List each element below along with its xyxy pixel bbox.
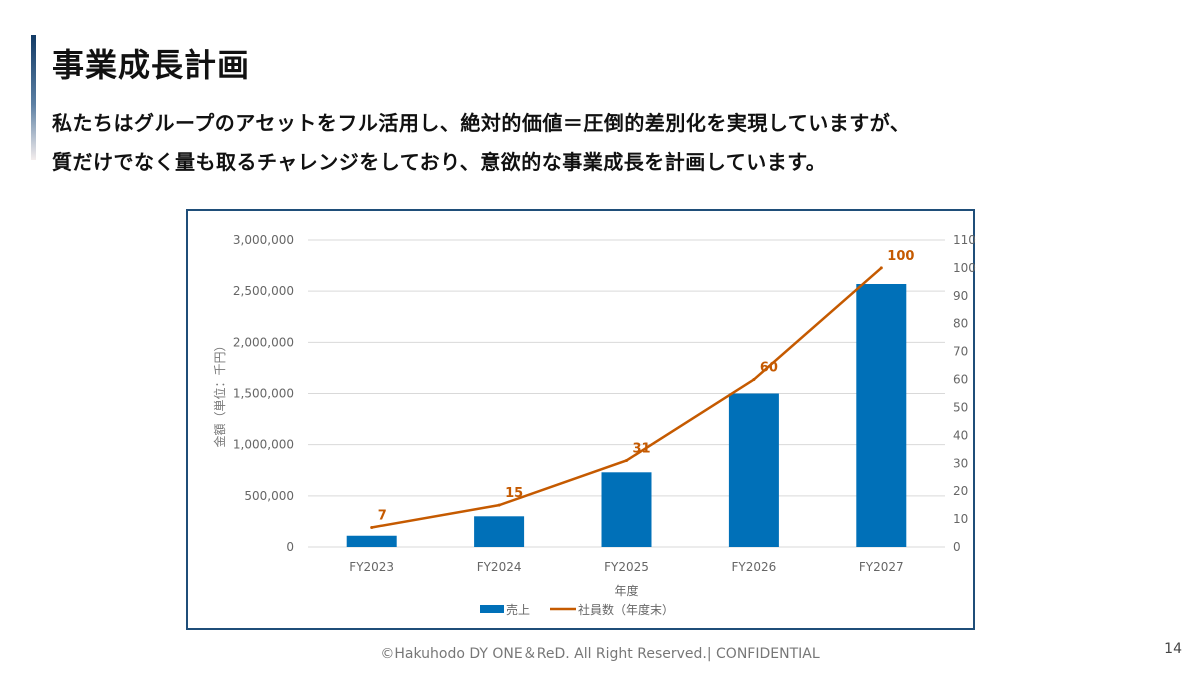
bar-fy2027 bbox=[856, 284, 907, 547]
subtitle-line-2: 質だけでなく量も取るチャレンジをしており、意欲的な事業成長を計画しています。 bbox=[52, 150, 827, 174]
y2-tick-label: 100 bbox=[953, 261, 976, 275]
y-tick-label: 2,000,000 bbox=[233, 335, 294, 349]
subtitle-line-1: 私たちはグループのアセットをフル活用し、絶対的価値＝圧倒的差別化を実現しています… bbox=[52, 111, 911, 135]
y-axis-title: 金額（単位：千円） bbox=[212, 339, 227, 447]
y-tick-label: 2,500,000 bbox=[233, 284, 294, 298]
y-tick-label: 500,000 bbox=[244, 489, 294, 503]
title-accent-bar bbox=[31, 35, 36, 160]
legend-label-employees: 社員数（年度末） bbox=[578, 602, 674, 617]
y-tick-label: 1,000,000 bbox=[233, 438, 294, 452]
legend-label-sales: 売上 bbox=[506, 602, 530, 617]
x-tick-label: FY2026 bbox=[732, 560, 777, 574]
x-tick-label: FY2027 bbox=[859, 560, 904, 574]
y2-tick-label: 40 bbox=[953, 428, 968, 442]
data-label: 7 bbox=[378, 508, 387, 523]
line-point bbox=[497, 503, 501, 507]
y-tick-label: 1,500,000 bbox=[233, 387, 294, 401]
line-point bbox=[625, 458, 628, 462]
y-tick-label: 0 bbox=[286, 540, 294, 554]
y2-tick-label: 10 bbox=[953, 512, 968, 526]
footer-copyright: ©Hakuhodo DY ONE＆ReD. All Right Reserved… bbox=[380, 646, 820, 662]
y2-tick-label: 70 bbox=[953, 345, 968, 359]
chart-frame: 0 500,000 1,000,000 1,500,000 2,000,000 2,500… bbox=[186, 209, 976, 630]
y2-tick-label: 50 bbox=[953, 400, 968, 414]
y2-tick-label: 80 bbox=[953, 317, 968, 331]
x-tick-label: FY2025 bbox=[604, 560, 649, 574]
y2-tick-label: 110 bbox=[953, 233, 976, 247]
line-point bbox=[752, 378, 756, 382]
bar-fy2025 bbox=[601, 472, 652, 547]
y2-tick-label: 90 bbox=[953, 289, 968, 303]
y2-tick-label: 20 bbox=[953, 484, 968, 498]
data-label: 31 bbox=[633, 441, 651, 456]
data-label: 100 bbox=[887, 249, 914, 264]
page-number: 14 bbox=[1164, 641, 1182, 657]
data-label: 15 bbox=[505, 486, 523, 501]
data-label: 60 bbox=[760, 361, 778, 376]
y2-tick-label: 0 bbox=[953, 540, 961, 554]
legend-swatch-sales bbox=[480, 605, 504, 613]
x-tick-label: FY2024 bbox=[477, 560, 522, 574]
x-tick-label: FY2023 bbox=[349, 560, 394, 574]
bar-fy2026 bbox=[728, 393, 779, 547]
bar-fy2023 bbox=[346, 535, 397, 547]
page-title: 事業成長計画 bbox=[52, 46, 251, 84]
combo-chart: 0 500,000 1,000,000 1,500,000 2,000,000 2,500… bbox=[212, 233, 976, 617]
y2-tick-label: 60 bbox=[953, 373, 968, 387]
bar-fy2024 bbox=[474, 516, 525, 547]
y-tick-label: 3,000,000 bbox=[233, 233, 294, 247]
line-point bbox=[879, 266, 883, 270]
line-point bbox=[370, 525, 374, 529]
y2-tick-label: 30 bbox=[953, 456, 968, 470]
x-axis-title: 年度 bbox=[614, 583, 638, 598]
